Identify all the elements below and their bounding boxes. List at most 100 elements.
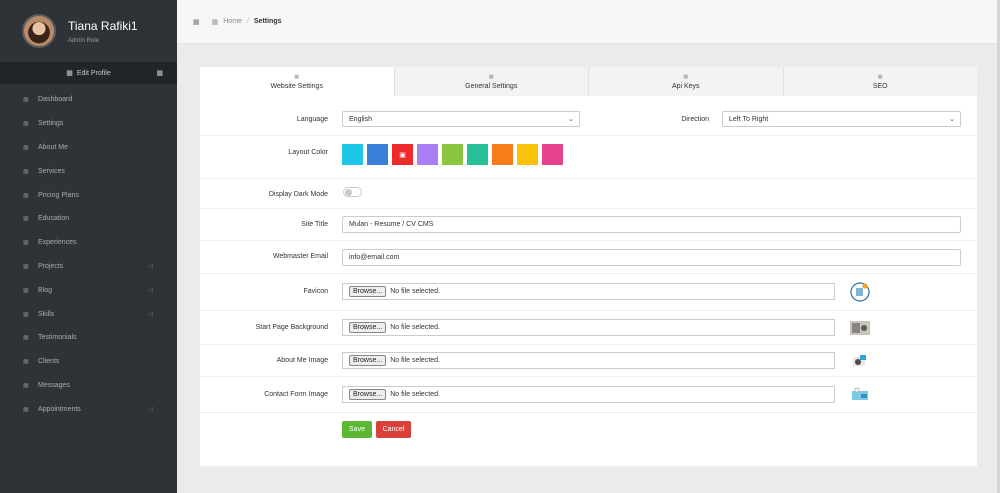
settings-icon[interactable]: ▦ bbox=[156, 70, 163, 77]
language-select[interactable]: English ⌄ bbox=[342, 111, 580, 127]
sidebar-item-experiences[interactable]: ▦ Experiences bbox=[0, 231, 177, 255]
gear-icon: ▦ bbox=[23, 121, 29, 128]
file-input[interactable]: Browse... No file selected. bbox=[342, 386, 835, 403]
sidebar-item-label: Testimonials bbox=[38, 334, 77, 342]
sidebar-item-label: Education bbox=[38, 215, 70, 223]
site-title-label: Site Title bbox=[301, 221, 328, 228]
language-row: Language English ⌄ Direction Left To Rig… bbox=[200, 96, 977, 136]
color-swatch[interactable] bbox=[442, 144, 463, 165]
email-value: info@email.com bbox=[349, 254, 400, 261]
home-icon: ▦ bbox=[211, 18, 219, 26]
edit-profile-bar: ▦ Edit Profile ▦ bbox=[0, 62, 177, 84]
scrollbar[interactable] bbox=[997, 0, 1000, 493]
profile-name: Tiana Rafiki1 bbox=[68, 18, 138, 33]
sidebar-item-label: Experiences bbox=[38, 239, 77, 247]
sidebar-item-pricing-plans[interactable]: ▦ Pricing Plans bbox=[0, 183, 177, 207]
sidebar-item-testimonials[interactable]: ▦ Testimonials bbox=[0, 326, 177, 350]
briefcase-icon: ▦ bbox=[23, 168, 29, 175]
site-title-value: Mulan - Resume / CV CMS bbox=[349, 221, 434, 228]
sidebar-item-label: Projects bbox=[38, 262, 64, 270]
direction-select[interactable]: Left To Right ⌄ bbox=[722, 111, 961, 127]
chevron-icon: ◁ bbox=[148, 287, 153, 294]
file-label: About Me Image bbox=[276, 357, 328, 364]
email-input[interactable]: info@email.com bbox=[342, 249, 961, 266]
sidebar-item-education[interactable]: ▦ Education bbox=[0, 207, 177, 231]
sidebar-item-clients[interactable]: ▦ Clients bbox=[0, 350, 177, 374]
browse-button[interactable]: Browse... bbox=[349, 322, 387, 333]
dark-mode-label: Display Dark Mode bbox=[268, 191, 328, 198]
color-swatch[interactable] bbox=[367, 144, 388, 165]
color-swatch[interactable] bbox=[542, 144, 563, 165]
breadcrumb-home[interactable]: ▦ Home bbox=[212, 18, 242, 26]
chevron-icon: ◁ bbox=[148, 311, 153, 318]
dark-mode-row: Display Dark Mode bbox=[200, 179, 977, 209]
tab-api-keys[interactable]: ▦ Api Keys bbox=[588, 67, 783, 96]
dark-mode-toggle[interactable] bbox=[343, 187, 362, 197]
check-icon: ▣ bbox=[399, 151, 406, 159]
file-row-aboutme: About Me Image Browse... No file selected. bbox=[200, 345, 977, 377]
folder-icon: ▦ bbox=[23, 263, 29, 270]
save-button[interactable]: Save bbox=[342, 421, 372, 438]
profile-role: Admin Role bbox=[68, 37, 100, 44]
site-title-input[interactable]: Mulan - Resume / CV CMS bbox=[342, 216, 961, 233]
graduation-icon: ▦ bbox=[23, 216, 29, 223]
edit-profile-link[interactable]: Edit Profile bbox=[76, 69, 111, 77]
color-swatch[interactable] bbox=[342, 144, 363, 165]
sidebar-item-label: Skills bbox=[38, 310, 55, 318]
toggle-knob bbox=[345, 189, 352, 196]
sidebar-item-label: Clients bbox=[38, 358, 60, 366]
cancel-button[interactable]: Cancel bbox=[376, 421, 411, 438]
top-bar: ▦ ▦ Home / Settings bbox=[177, 0, 1000, 44]
sidebar-item-dashboard[interactable]: ▦ Dashboard bbox=[0, 88, 177, 112]
calendar-icon: ▦ bbox=[23, 406, 29, 413]
sidebar-item-label: Messages bbox=[38, 381, 70, 389]
browse-button[interactable]: Browse... bbox=[349, 286, 387, 297]
file-label: Start Page Background bbox=[255, 324, 328, 331]
sidebar-item-about-me[interactable]: ▦ About Me bbox=[0, 136, 177, 160]
tab-label: General Settings bbox=[465, 82, 518, 90]
user-edit-icon: ▦ bbox=[66, 70, 73, 77]
tab-bar: ▦ Website Settings ▦ General Settings ▦ Api K… bbox=[200, 67, 977, 96]
sidebar-menu: ▦ Dashboard ▦ Settings ▦ About Me ▦ Services ▦ Pr… bbox=[0, 88, 177, 421]
color-swatch[interactable] bbox=[467, 144, 488, 165]
tab-label: SEO bbox=[872, 82, 888, 90]
color-swatch[interactable] bbox=[417, 144, 438, 165]
browse-button[interactable]: Browse... bbox=[349, 389, 387, 400]
file-row-favicon: Favicon Browse... No file selected. bbox=[200, 274, 977, 311]
file-input[interactable]: Browse... No file selected. bbox=[342, 319, 835, 336]
sidebar-item-messages[interactable]: ▦ Messages bbox=[0, 374, 177, 398]
sidebar-item-settings[interactable]: ▦ Settings bbox=[0, 112, 177, 136]
favicon-thumbnail bbox=[850, 282, 870, 302]
chevron-down-icon: ⌄ bbox=[949, 116, 955, 123]
sidebar-item-blog[interactable]: ▦ Blog ◁ bbox=[0, 278, 177, 302]
browse-button[interactable]: Browse... bbox=[349, 355, 387, 366]
tab-general-settings[interactable]: ▦ General Settings bbox=[393, 67, 589, 96]
sidebar-item-appointments[interactable]: ▦ Appointments ◁ bbox=[0, 397, 177, 421]
chevron-icon: ◁ bbox=[148, 406, 153, 413]
breadcrumb-separator: / bbox=[246, 18, 249, 25]
breadcrumb-home-label: Home bbox=[223, 18, 242, 25]
color-swatch[interactable] bbox=[517, 144, 538, 165]
sidebar-item-services[interactable]: ▦ Services bbox=[0, 159, 177, 183]
file-input[interactable]: Browse... No file selected. bbox=[342, 352, 835, 369]
pencil-icon: ▦ bbox=[23, 287, 29, 294]
sidebar-item-projects[interactable]: ▦ Projects ◁ bbox=[0, 255, 177, 279]
tab-icon: ▦ bbox=[877, 73, 883, 80]
email-row: Webmaster Email info@email.com bbox=[200, 241, 977, 274]
breadcrumb-current: Settings bbox=[253, 18, 282, 25]
file-status: No file selected. bbox=[390, 324, 440, 331]
sidebar-item-label: About Me bbox=[38, 143, 68, 151]
language-value: English bbox=[349, 115, 372, 123]
color-swatch[interactable]: ▣ bbox=[392, 144, 413, 165]
tab-website-settings[interactable]: ▦ Website Settings bbox=[200, 67, 394, 96]
sidebar-item-label: Services bbox=[38, 167, 65, 175]
file-input[interactable]: Browse... No file selected. bbox=[342, 283, 835, 300]
chart-icon: ▦ bbox=[23, 311, 29, 318]
avatar[interactable] bbox=[22, 14, 56, 48]
tab-seo[interactable]: ▦ SEO bbox=[782, 67, 978, 96]
tab-label: Website Settings bbox=[270, 82, 323, 90]
tab-icon: ▦ bbox=[683, 73, 689, 80]
menu-toggle-icon[interactable]: ▦ bbox=[193, 18, 200, 26]
sidebar-item-skills[interactable]: ▦ Skills ◁ bbox=[0, 302, 177, 326]
color-swatch[interactable] bbox=[492, 144, 513, 165]
